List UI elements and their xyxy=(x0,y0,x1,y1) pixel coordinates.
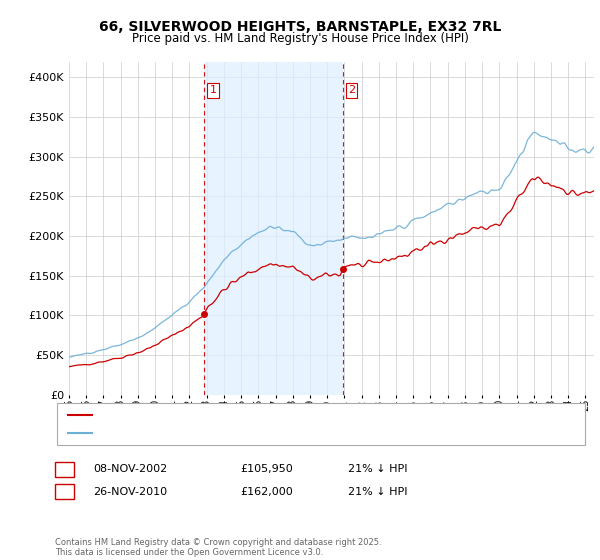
Text: £105,950: £105,950 xyxy=(240,464,293,474)
Text: 21% ↓ HPI: 21% ↓ HPI xyxy=(348,487,407,497)
Text: HPI: Average price, semi-detached house, North Devon: HPI: Average price, semi-detached house,… xyxy=(97,428,367,438)
Text: 26-NOV-2010: 26-NOV-2010 xyxy=(93,487,167,497)
Bar xyxy=(204,62,343,395)
Text: 2: 2 xyxy=(61,487,68,497)
Text: 2: 2 xyxy=(348,86,355,95)
Text: 21% ↓ HPI: 21% ↓ HPI xyxy=(348,464,407,474)
Text: 1: 1 xyxy=(61,464,68,474)
Text: 1: 1 xyxy=(209,86,217,95)
Text: 66, SILVERWOOD HEIGHTS, BARNSTAPLE, EX32 7RL (semi-detached house): 66, SILVERWOOD HEIGHTS, BARNSTAPLE, EX32… xyxy=(97,410,465,420)
Text: Contains HM Land Registry data © Crown copyright and database right 2025.
This d: Contains HM Land Registry data © Crown c… xyxy=(55,538,382,557)
Text: 66, SILVERWOOD HEIGHTS, BARNSTAPLE, EX32 7RL: 66, SILVERWOOD HEIGHTS, BARNSTAPLE, EX32… xyxy=(99,20,501,34)
Text: Price paid vs. HM Land Registry's House Price Index (HPI): Price paid vs. HM Land Registry's House … xyxy=(131,32,469,45)
Text: 08-NOV-2002: 08-NOV-2002 xyxy=(93,464,167,474)
Text: £162,000: £162,000 xyxy=(240,487,293,497)
